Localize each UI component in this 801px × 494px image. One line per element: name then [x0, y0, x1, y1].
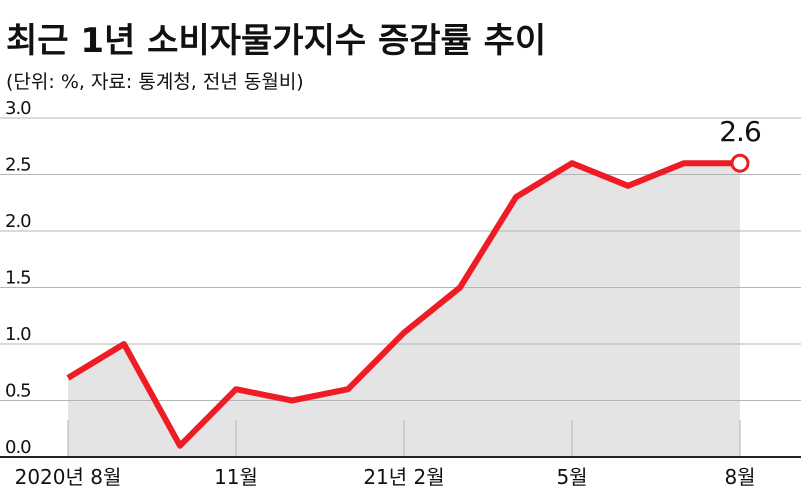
- x-tick-label: 8월: [724, 465, 755, 489]
- y-tick-label: 1.0: [5, 324, 31, 345]
- y-tick-label: 2.0: [5, 211, 31, 232]
- chart-title: 최근 1년 소비자물가지수 증감률 추이: [6, 21, 546, 61]
- y-tick-label: 0.5: [5, 381, 31, 402]
- data-label: 2.6: [719, 115, 761, 148]
- y-tick-label: 1.5: [5, 268, 31, 289]
- y-tick-label: 0.0: [5, 437, 31, 458]
- line: [66, 160, 740, 449]
- x-tick-label: 21년 2월: [363, 465, 444, 489]
- y-tick-label: 3.0: [5, 98, 31, 119]
- y-tick-label: 2.5: [5, 155, 31, 176]
- end-marker: [730, 153, 750, 173]
- x-tick-label: 11월: [214, 465, 258, 489]
- x-tick-label: 2020년 8월: [15, 465, 122, 489]
- x-tick-label: 5월: [556, 465, 587, 489]
- chart-subtitle: (단위: %, 자료: 통계청, 전년 동월비): [6, 71, 304, 93]
- area: [68, 163, 740, 457]
